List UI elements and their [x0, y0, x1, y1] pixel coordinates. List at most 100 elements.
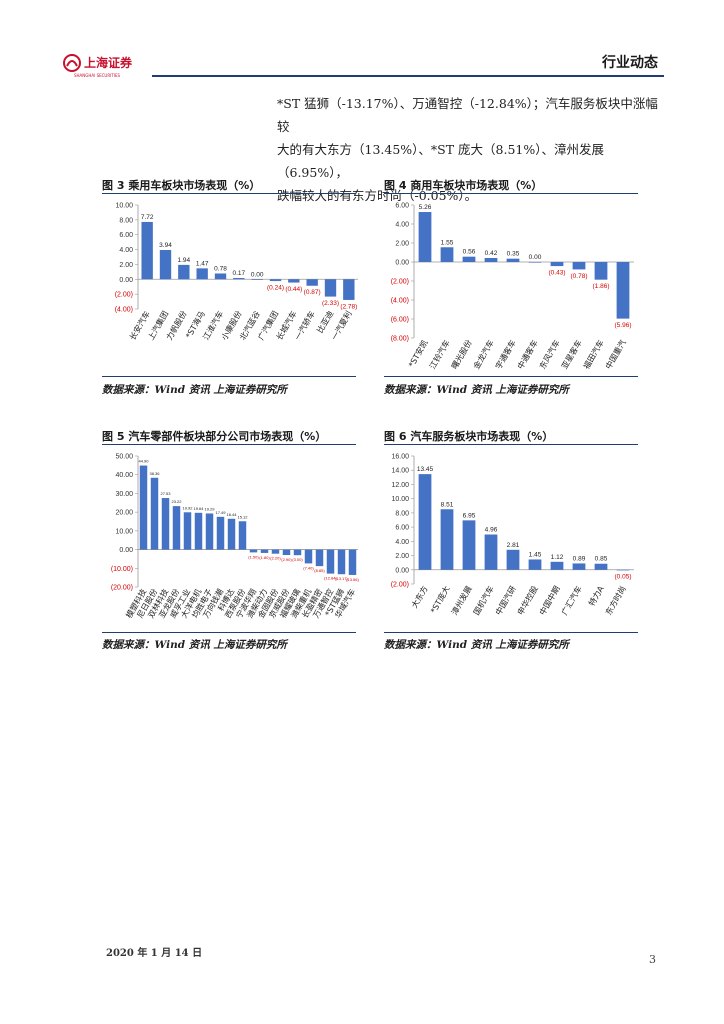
- figure-4-source: 数据来源：Wind 资讯 上海证券研究所: [384, 384, 569, 396]
- bar: [440, 509, 454, 570]
- data-label: (2.20): [270, 556, 281, 561]
- figure-6-title: 图 6 汽车服务板块市场表现（%）: [384, 430, 554, 443]
- bar: [550, 561, 564, 570]
- bar: [418, 474, 432, 570]
- data-label: (1.80): [259, 555, 270, 560]
- y-tick-label: 0.00: [395, 260, 409, 267]
- data-label: 19.64: [193, 506, 204, 511]
- category-label: 中国重汽: [603, 338, 628, 371]
- y-tick-label: (4.00): [391, 298, 409, 305]
- bar: [194, 512, 203, 550]
- y-tick-label: (6.00): [391, 317, 409, 324]
- data-label: 19.92: [182, 505, 193, 510]
- bar: [343, 279, 355, 300]
- data-label: 1.47: [196, 260, 209, 267]
- category-label: 江铃汽车: [427, 338, 452, 371]
- bar: [594, 262, 608, 280]
- category-label: *ST庞大: [428, 584, 452, 615]
- bar: [161, 498, 170, 550]
- figure-4-rule: [384, 193, 638, 194]
- bar: [315, 549, 324, 567]
- figure-5-source: 数据来源：Wind 资讯 上海证券研究所: [102, 639, 287, 651]
- data-label: 27.53: [160, 491, 171, 496]
- data-label: 0.17: [233, 270, 246, 277]
- bar: [150, 477, 159, 550]
- bar: [550, 262, 564, 267]
- y-tick-label: (8.00): [391, 336, 409, 343]
- bar: [159, 250, 172, 280]
- data-label: (3.00): [292, 557, 303, 562]
- data-label: 2.81: [507, 542, 520, 549]
- data-label: (1.50): [248, 554, 259, 559]
- data-label: 16.44: [226, 512, 237, 517]
- bar: [326, 549, 335, 574]
- data-label: 1.55: [441, 239, 454, 246]
- data-label: 8.51: [441, 501, 454, 508]
- data-label: (7.40): [303, 565, 314, 570]
- bar: [306, 279, 318, 286]
- figure-3-bottom-rule: [102, 376, 356, 377]
- data-label: 0.42: [485, 250, 498, 257]
- bar: [348, 549, 357, 575]
- data-label: 0.00: [529, 254, 542, 261]
- bar: [572, 563, 586, 570]
- data-label: (0.44): [285, 286, 302, 293]
- figure-6-source: 数据来源：Wind 资讯 上海证券研究所: [384, 639, 569, 651]
- bar: [249, 549, 258, 553]
- bar: [324, 279, 337, 297]
- y-tick-label: 6.00: [395, 203, 409, 210]
- bar: [506, 258, 520, 262]
- bar: [616, 262, 630, 319]
- bar: [288, 279, 300, 283]
- bar: [216, 516, 225, 550]
- y-tick-label: (20.00): [111, 585, 133, 592]
- category-label: 漳州发展: [449, 584, 474, 617]
- data-label: 17.49: [215, 510, 226, 515]
- category-label: 宇通客车: [493, 338, 518, 371]
- data-label: 0.89: [573, 555, 586, 562]
- bar: [233, 278, 245, 280]
- y-tick-label: 6.00: [395, 525, 409, 532]
- data-label: (0.78): [571, 273, 588, 280]
- y-tick-label: 20.00: [115, 510, 133, 517]
- chart-commercial-vehicle: 6.00 4.00 2.00 0.00 (2.00) (4.00) (6.00) (8.00)…: [391, 203, 634, 371]
- y-tick-label: 40.00: [115, 472, 133, 479]
- y-tick-label: 30.00: [115, 491, 133, 498]
- data-label: 6.95: [463, 512, 476, 519]
- category-label: 中国汽研: [493, 584, 518, 617]
- y-tick-label: (4.00): [115, 307, 133, 314]
- page-number: 3: [649, 953, 656, 966]
- y-tick-label: 16.00: [391, 454, 409, 461]
- data-label: (0.87): [304, 289, 321, 296]
- data-label: 0.35: [507, 251, 520, 258]
- y-tick-label: 8.00: [119, 217, 133, 224]
- data-label: (1.86): [593, 283, 610, 290]
- data-label: 13.45: [417, 466, 434, 473]
- bar: [251, 279, 263, 280]
- y-tick-label: 12.00: [391, 482, 409, 489]
- bar: [572, 262, 586, 270]
- bar: [178, 264, 190, 280]
- bar: [196, 268, 208, 280]
- figure-3-rule: [102, 193, 356, 194]
- data-label: (13.17): [335, 576, 348, 581]
- bar: [484, 534, 498, 570]
- y-tick-label: 0.00: [119, 547, 133, 554]
- category-label: 广汇汽车: [559, 584, 584, 617]
- bar: [271, 549, 280, 554]
- category-label: 中通客车: [515, 338, 540, 371]
- category-label: 曙光股份: [449, 338, 474, 371]
- y-tick-label: 4.00: [395, 222, 409, 229]
- category-label: *ST安凯: [406, 338, 430, 369]
- bar: [462, 520, 476, 570]
- bar: [528, 559, 542, 570]
- data-label: 1.45: [529, 551, 542, 558]
- data-label: (0.43): [549, 270, 566, 277]
- section-title: 行业动态: [602, 55, 658, 71]
- category-label: 金龙汽车: [471, 338, 496, 371]
- bar: [269, 279, 282, 282]
- logo-text: 上海证券: [84, 55, 133, 70]
- y-tick-label: 50.00: [115, 454, 133, 461]
- intro-line: 大的有大东方（13.45%）、*ST 庞大（8.51%）、漳州发展（6.95%）…: [277, 142, 604, 180]
- data-label: (2.78): [340, 303, 357, 310]
